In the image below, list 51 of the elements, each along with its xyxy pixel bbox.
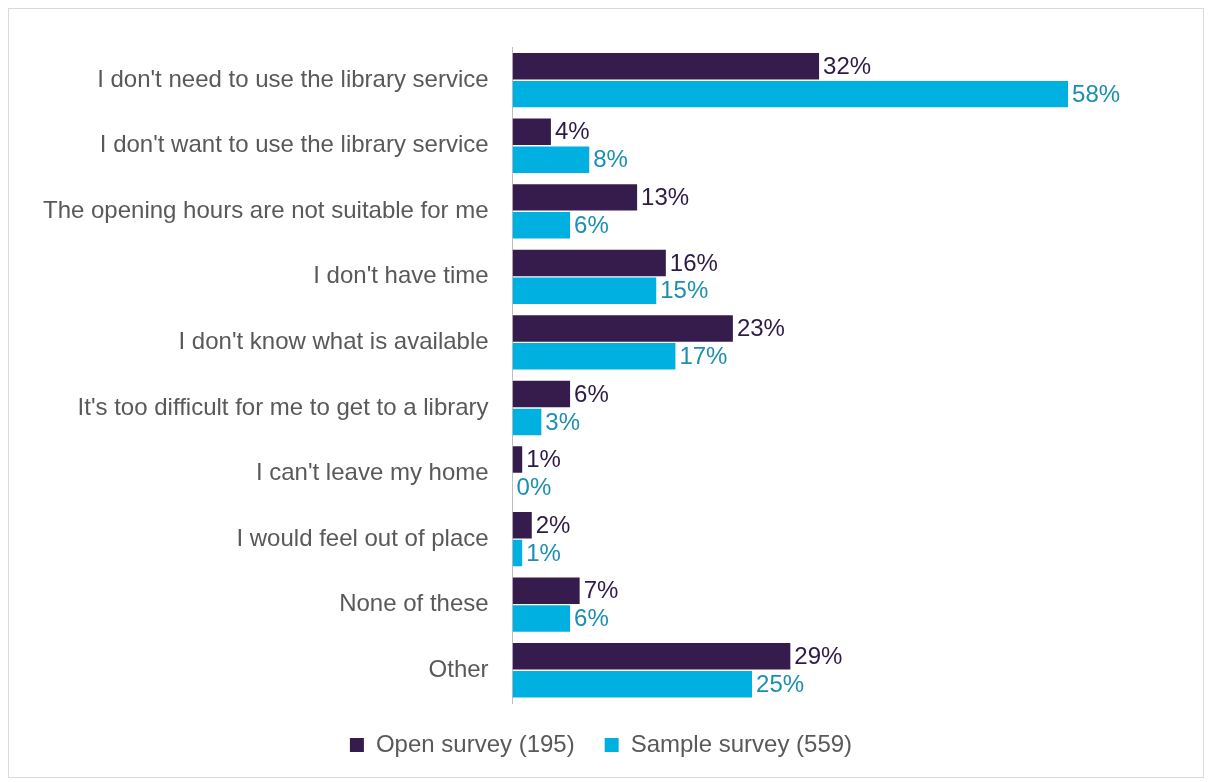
data-label: 13%: [641, 182, 690, 210]
data-label: 58%: [1072, 79, 1121, 107]
bar: [512, 315, 733, 342]
legend-label: Open survey (195): [375, 729, 575, 757]
data-label: 29%: [794, 641, 843, 669]
bar: [512, 277, 657, 305]
bar: [512, 670, 753, 698]
data-label: 4%: [554, 117, 590, 145]
bar: [512, 643, 791, 670]
y-tick-label: I don't have time: [313, 261, 489, 289]
data-label: 2%: [535, 510, 571, 538]
data-label: 6%: [574, 210, 609, 238]
data-label: 0%: [516, 473, 552, 501]
data-label: 23%: [736, 314, 785, 342]
y-tick-label: It's too difficult for me to get to a library: [77, 392, 489, 420]
bar: [512, 249, 666, 277]
data-label: 1%: [526, 445, 561, 473]
data-label: 6%: [574, 604, 609, 632]
data-label: 17%: [679, 341, 728, 369]
bar: [512, 539, 523, 567]
bar: [512, 577, 580, 604]
bar: [512, 343, 676, 370]
bar: [512, 605, 571, 632]
data-label: 3%: [545, 407, 581, 435]
data-label: 32%: [823, 51, 872, 79]
bar: [512, 118, 551, 146]
data-label: 25%: [756, 669, 805, 697]
y-tick-label: Other: [428, 654, 489, 682]
y-tick-label: I can't leave my home: [255, 458, 489, 486]
bar: [512, 446, 523, 473]
bar: [512, 184, 638, 211]
legend-label: Sample survey (559): [630, 729, 853, 757]
bar: [512, 80, 1069, 108]
data-label: 6%: [574, 379, 609, 407]
bar: [512, 408, 542, 436]
data-label: 16%: [669, 248, 718, 276]
y-tick-label: None of these: [339, 589, 489, 617]
bar: [512, 380, 571, 408]
data-label: 1%: [526, 538, 561, 566]
y-tick-label: I don't know what is available: [178, 327, 489, 355]
bar: [512, 212, 571, 239]
y-tick-label: The opening hours are not suitable for me: [43, 195, 489, 223]
y-tick-label: I don't want to use the library service: [99, 130, 489, 158]
y-tick-label: I don't need to use the library service: [97, 64, 489, 92]
data-label: 7%: [583, 576, 619, 604]
bar: [512, 53, 820, 80]
y-tick-label: I would feel out of place: [236, 523, 489, 551]
data-label: 15%: [660, 276, 709, 304]
data-label: 8%: [593, 145, 628, 173]
bar: [512, 146, 590, 173]
bar: [512, 511, 532, 539]
